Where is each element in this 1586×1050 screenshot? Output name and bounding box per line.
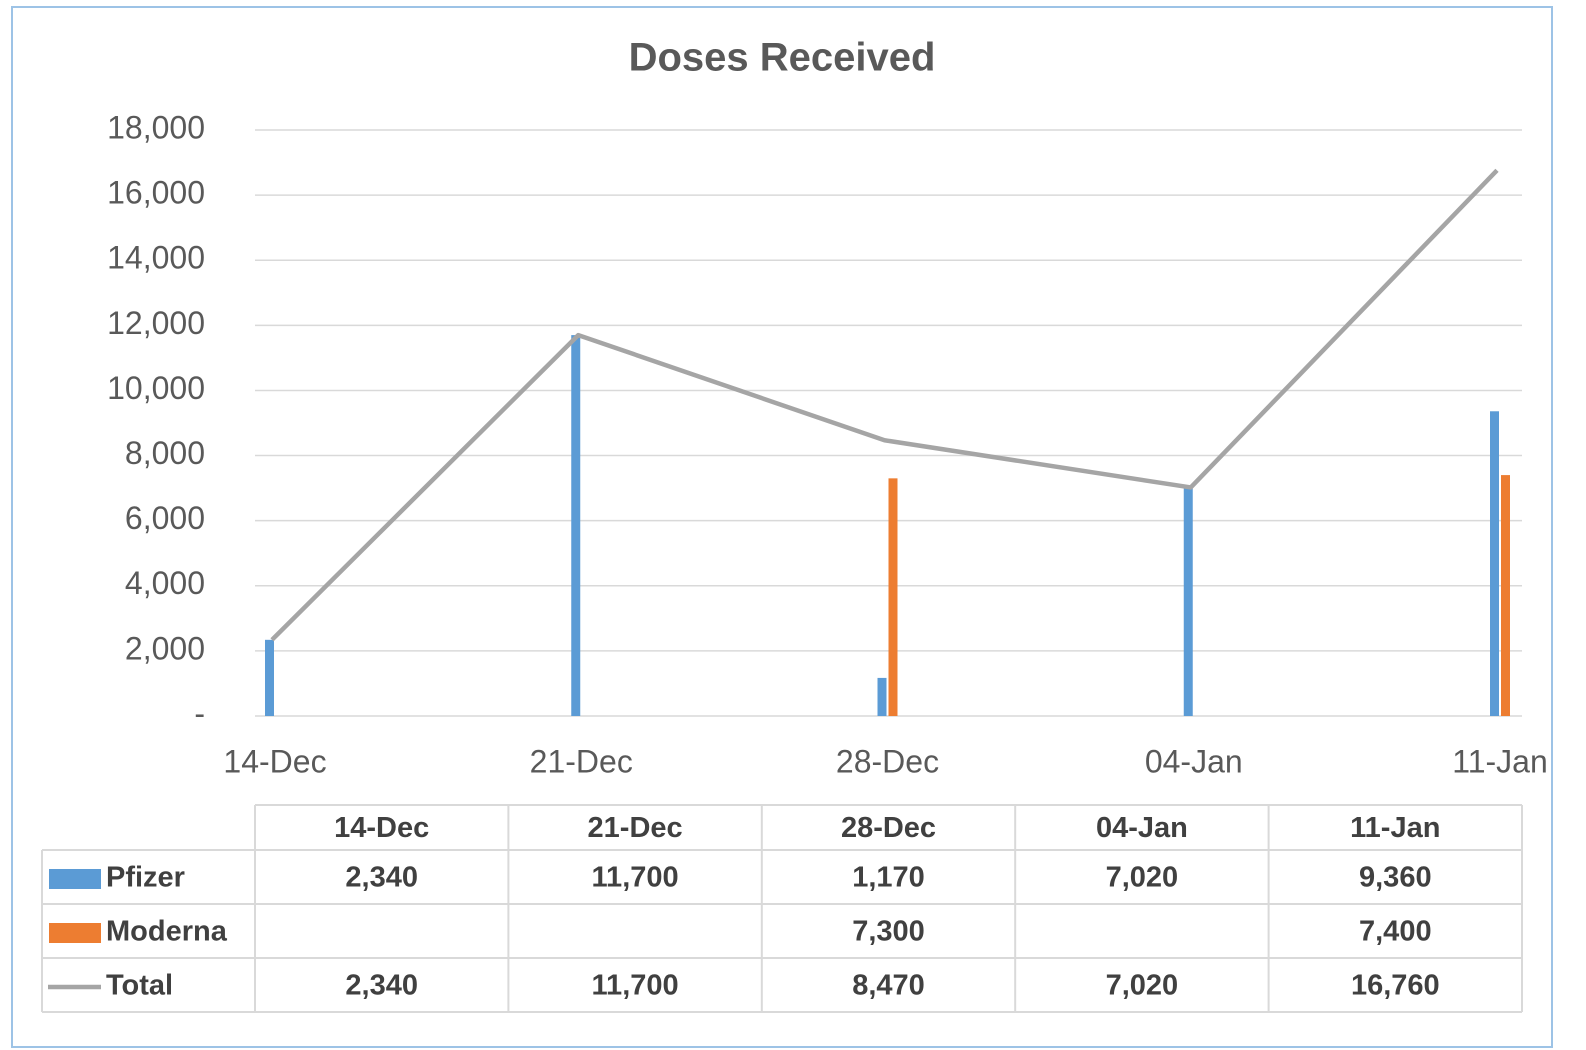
- table-header: 04-Jan: [1096, 812, 1188, 844]
- bar: [1490, 411, 1499, 716]
- table-value: 7,020: [1106, 862, 1179, 894]
- table-header: 11-Jan: [1350, 812, 1440, 844]
- y-tick-label: 18,000: [107, 109, 205, 145]
- table-value: 7,020: [1106, 970, 1179, 1002]
- table-header: 21-Dec: [588, 812, 683, 844]
- bar: [888, 478, 898, 716]
- legend-label: Total: [106, 970, 173, 1002]
- x-tick-label: 11-Jan: [1452, 743, 1547, 779]
- table-value: 16,760: [1351, 970, 1440, 1002]
- y-tick-label: 12,000: [107, 305, 205, 341]
- bar: [1501, 475, 1510, 716]
- y-tick-label: -: [194, 695, 205, 731]
- legend-label: Pfizer: [106, 862, 185, 894]
- x-tick-label: 04-Jan: [1145, 743, 1243, 779]
- table-value: 11,700: [592, 862, 679, 894]
- table-header: 14-Dec: [334, 812, 429, 844]
- line-series: [270, 168, 1499, 642]
- bar: [1183, 487, 1193, 716]
- table-value: 2,340: [345, 970, 418, 1002]
- legend-key: [49, 923, 101, 943]
- y-tick-label: 8,000: [125, 435, 205, 471]
- legend-label: Moderna: [106, 916, 228, 948]
- table-value: 8,470: [852, 970, 925, 1002]
- legend-key: [49, 869, 101, 889]
- table-value: 11,700: [592, 970, 679, 1002]
- table-value: 2,340: [345, 862, 418, 894]
- y-tick-label: 2,000: [125, 630, 205, 666]
- x-tick-label: 21-Dec: [530, 743, 633, 779]
- y-tick-label: 16,000: [107, 175, 205, 211]
- y-tick-label: 14,000: [107, 240, 205, 276]
- x-tick-label: 28-Dec: [836, 743, 939, 779]
- table-value: 7,300: [852, 916, 925, 948]
- y-tick-label: 10,000: [107, 370, 205, 406]
- table-value: 7,400: [1359, 916, 1432, 948]
- y-tick-label: 4,000: [125, 565, 205, 601]
- bar: [571, 335, 581, 716]
- table-value: 1,170: [852, 862, 925, 894]
- chart-title: Doses Received: [629, 36, 936, 80]
- bar: [877, 677, 887, 716]
- table-header: 28-Dec: [841, 812, 936, 844]
- x-tick-label: 14-Dec: [223, 743, 326, 779]
- table-value: 9,360: [1359, 862, 1432, 894]
- bar: [265, 639, 274, 716]
- y-tick-label: 6,000: [125, 500, 205, 536]
- chart-border: [11, 6, 1553, 1048]
